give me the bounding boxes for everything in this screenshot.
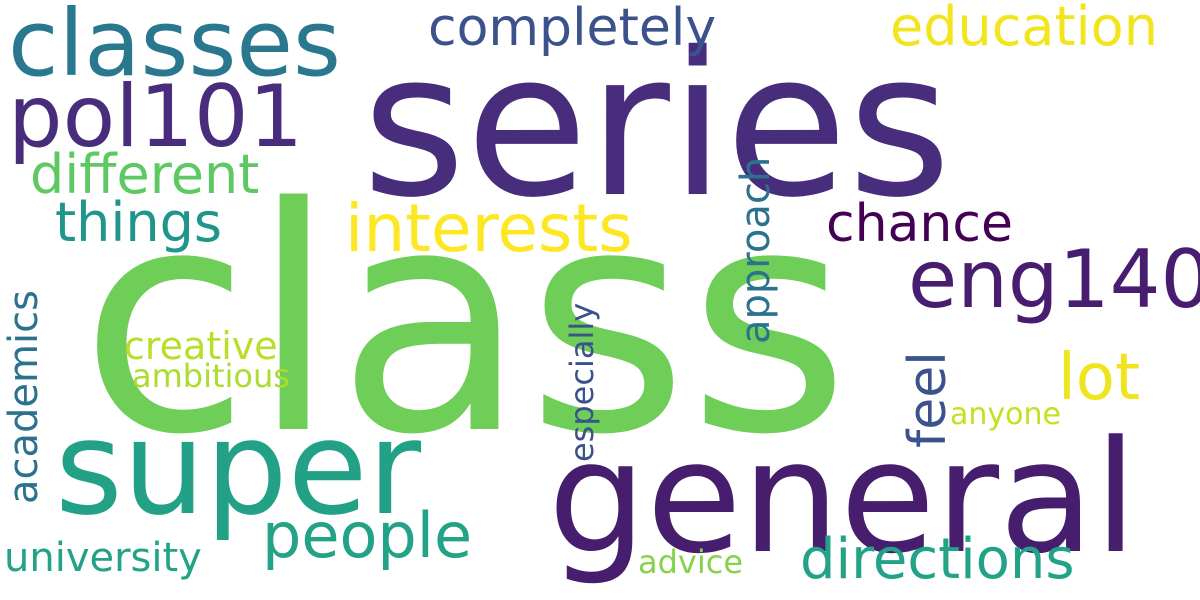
word-anyone: anyone	[950, 397, 1061, 432]
word-especially: especially	[563, 302, 601, 462]
word-eng140: eng140	[908, 233, 1200, 326]
word-interests: interests	[345, 190, 633, 267]
word-lot: lot	[1058, 341, 1141, 415]
word-feel: feel	[898, 351, 958, 448]
word-super: super	[55, 392, 422, 544]
word-things: things	[55, 191, 223, 254]
word-class: class	[80, 142, 850, 503]
word-chance: chance	[826, 194, 1013, 254]
word-general: general	[548, 407, 1138, 588]
word-classes: classes	[8, 0, 341, 97]
word-advice: advice	[638, 543, 744, 581]
word-pol101: pol101	[8, 67, 304, 167]
word-creative: creative	[124, 324, 278, 368]
word-university: university	[4, 535, 202, 581]
word-education: education	[890, 0, 1158, 58]
word-different: different	[30, 143, 260, 206]
word-ambitious: ambitious	[132, 357, 290, 395]
word-completely: completely	[428, 0, 717, 58]
word-series: series	[362, 9, 952, 241]
word-people: people	[262, 499, 473, 572]
word-directions: directions	[800, 527, 1075, 592]
word-approach: approach	[733, 156, 779, 344]
word-academics: academics	[1, 290, 47, 504]
